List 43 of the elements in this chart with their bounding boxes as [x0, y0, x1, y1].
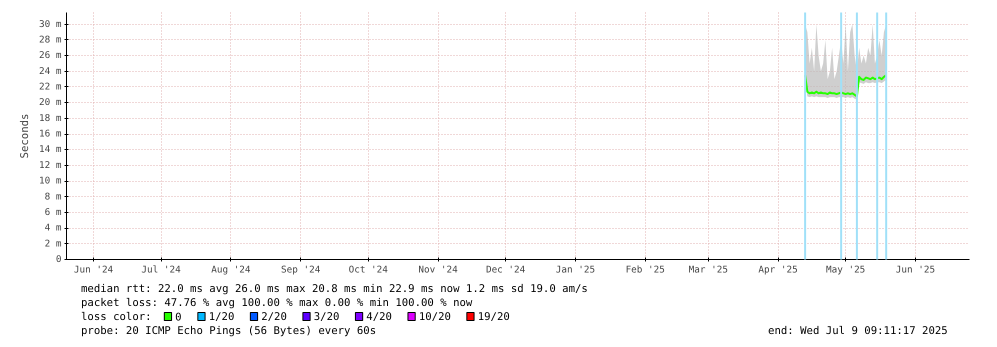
legend-label: 4/20: [366, 310, 392, 323]
y-tick-label: 4 m: [44, 222, 62, 234]
x-tick-label: Jul '24: [141, 264, 182, 276]
legend-label: 1/20: [208, 310, 234, 323]
y-tick-label: 2 m: [44, 238, 62, 250]
x-tick-label: Aug '24: [211, 264, 251, 276]
y-tick-label: 12 m: [39, 160, 62, 171]
legend-label: 19/20: [478, 310, 510, 323]
y-tick-label: 14 m: [39, 144, 62, 156]
legend-label: 0: [175, 310, 182, 324]
line-series: [804, 74, 888, 98]
x-tick-label: May '25: [826, 264, 866, 276]
y-axis-title: Seconds: [18, 114, 32, 158]
legend-label: 10/20: [418, 310, 451, 323]
text: median rtt: 22.0 ms avg 26.0 ms max 20.8 ms min 22.9 ms now 1.2 ms sd 19.0 am/s: [80, 282, 588, 295]
y-tick-label: 18 m: [39, 112, 62, 124]
x-tick-label: Feb '25: [626, 264, 665, 276]
x-tick-label: Apr '25: [758, 264, 798, 276]
y-tick-label: 24 m: [39, 66, 62, 77]
legend-title: loss color:: [80, 310, 152, 323]
x-tick-label: Nov '24: [418, 264, 458, 276]
y-tick-label: 10 m: [39, 176, 62, 187]
x-tick-label: Jun '25: [896, 264, 936, 276]
x-tick-label: Jun '24: [74, 264, 114, 276]
x-tick-label: Oct '24: [348, 264, 388, 276]
text: packet loss: 47.76 % avg 100.00 % max 0.00 % min 100.00 % now: [80, 296, 473, 309]
text: end: Wed Jul 9 09:11:17 2025: [768, 324, 948, 337]
y-tick-label: 26 m: [39, 50, 62, 62]
x-tick-label: Sep '24: [281, 264, 321, 276]
x-tick-label: Dec '24: [486, 264, 526, 276]
x-tick-label: Jan '25: [556, 264, 596, 276]
text: probe: 20 ICMP Echo Pings (56 Bytes) every 60s: [80, 324, 376, 337]
y-tick-label: 22 m: [39, 81, 62, 92]
y-tick-label: 20 m: [39, 97, 62, 108]
y-tick-label: 28 m: [39, 34, 62, 46]
legend-label: 3/20: [314, 310, 340, 323]
y-tick-label: 8 m: [44, 191, 62, 202]
legend-label: 2/20: [261, 310, 287, 323]
y-tick-label: 16 m: [39, 128, 62, 140]
y-tick-label: 0: [56, 254, 62, 265]
x-tick-label: Mar '25: [688, 264, 728, 276]
y-tick-label: 30 m: [39, 18, 62, 30]
y-tick-label: 6 m: [44, 206, 62, 218]
